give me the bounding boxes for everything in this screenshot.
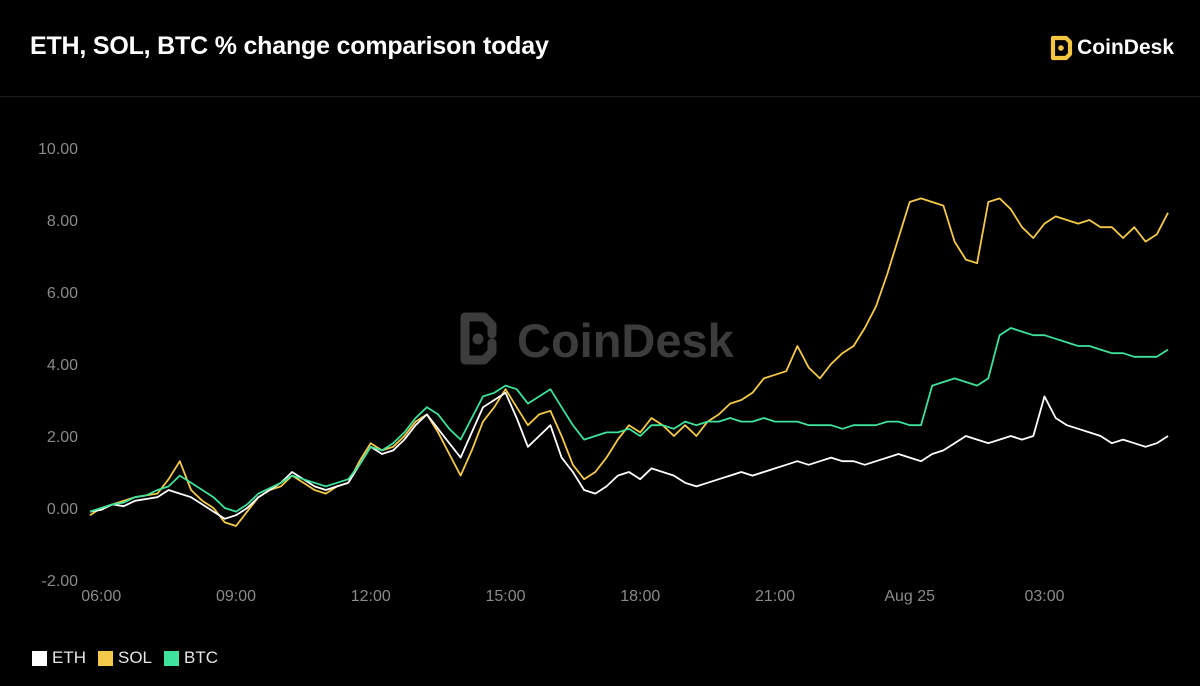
x-tick-label: Aug 25 (884, 588, 935, 605)
y-tick-label: 4.00 (47, 357, 78, 374)
x-tick-label: 15:00 (485, 588, 525, 605)
x-tick-label: 18:00 (620, 588, 660, 605)
watermark-logo-icon (460, 312, 497, 365)
x-tick-label: 21:00 (755, 588, 795, 605)
chart-title: ETH, SOL, BTC % change comparison today (30, 32, 549, 60)
y-tick-label: 6.00 (47, 285, 78, 302)
legend: ETH SOL BTC (32, 648, 230, 668)
legend-label-btc: BTC (184, 648, 219, 667)
y-tick-label: 10.00 (38, 141, 78, 158)
series-lines (89, 197, 1169, 527)
x-tick-label: 09:00 (216, 588, 256, 605)
legend-swatch-btc (164, 650, 180, 666)
x-tick-label: 12:00 (351, 588, 391, 605)
legend-item-eth[interactable]: ETH (32, 648, 86, 668)
y-tick-label: 8.00 (47, 213, 78, 230)
brand-logo: CoinDesk (1048, 34, 1174, 62)
series-line-eth (89, 391, 1169, 520)
x-tick-label: 06:00 (81, 588, 121, 605)
y-tick-label: 2.00 (47, 429, 78, 446)
y-axis: -2.00 0.00 2.00 4.00 6.00 8.00 10.00 (38, 141, 78, 590)
legend-label-eth: ETH (52, 648, 86, 667)
coindesk-logo-icon (1051, 35, 1073, 61)
brand-name: CoinDesk (1077, 36, 1174, 59)
legend-item-sol[interactable]: SOL (98, 648, 152, 668)
y-tick-label: 0.00 (47, 501, 78, 518)
watermark: CoinDesk (460, 312, 735, 367)
y-tick-label: -2.00 (42, 573, 79, 590)
x-axis: 06:00 09:00 12:00 15:00 18:00 21:00 Aug 25 03:0… (81, 588, 1064, 605)
chart-header: ETH, SOL, BTC % change comparison today … (0, 0, 1200, 97)
legend-label-sol: SOL (118, 648, 153, 667)
legend-swatch-eth (32, 650, 47, 666)
series-line-btc (89, 327, 1169, 513)
legend-swatch-sol (98, 650, 113, 666)
line-chart: CoinDesk -2.000.002.004.006.008.0010.00 … (38, 141, 1169, 605)
chart-area: CoinDesk -2.00 0.00 2.00 4.00 6.00 8.00 10.00 … (0, 96, 1200, 681)
watermark-text: CoinDesk (517, 314, 735, 367)
legend-item-btc[interactable]: BTC (164, 648, 218, 668)
x-tick-label: 03:00 (1024, 588, 1064, 605)
